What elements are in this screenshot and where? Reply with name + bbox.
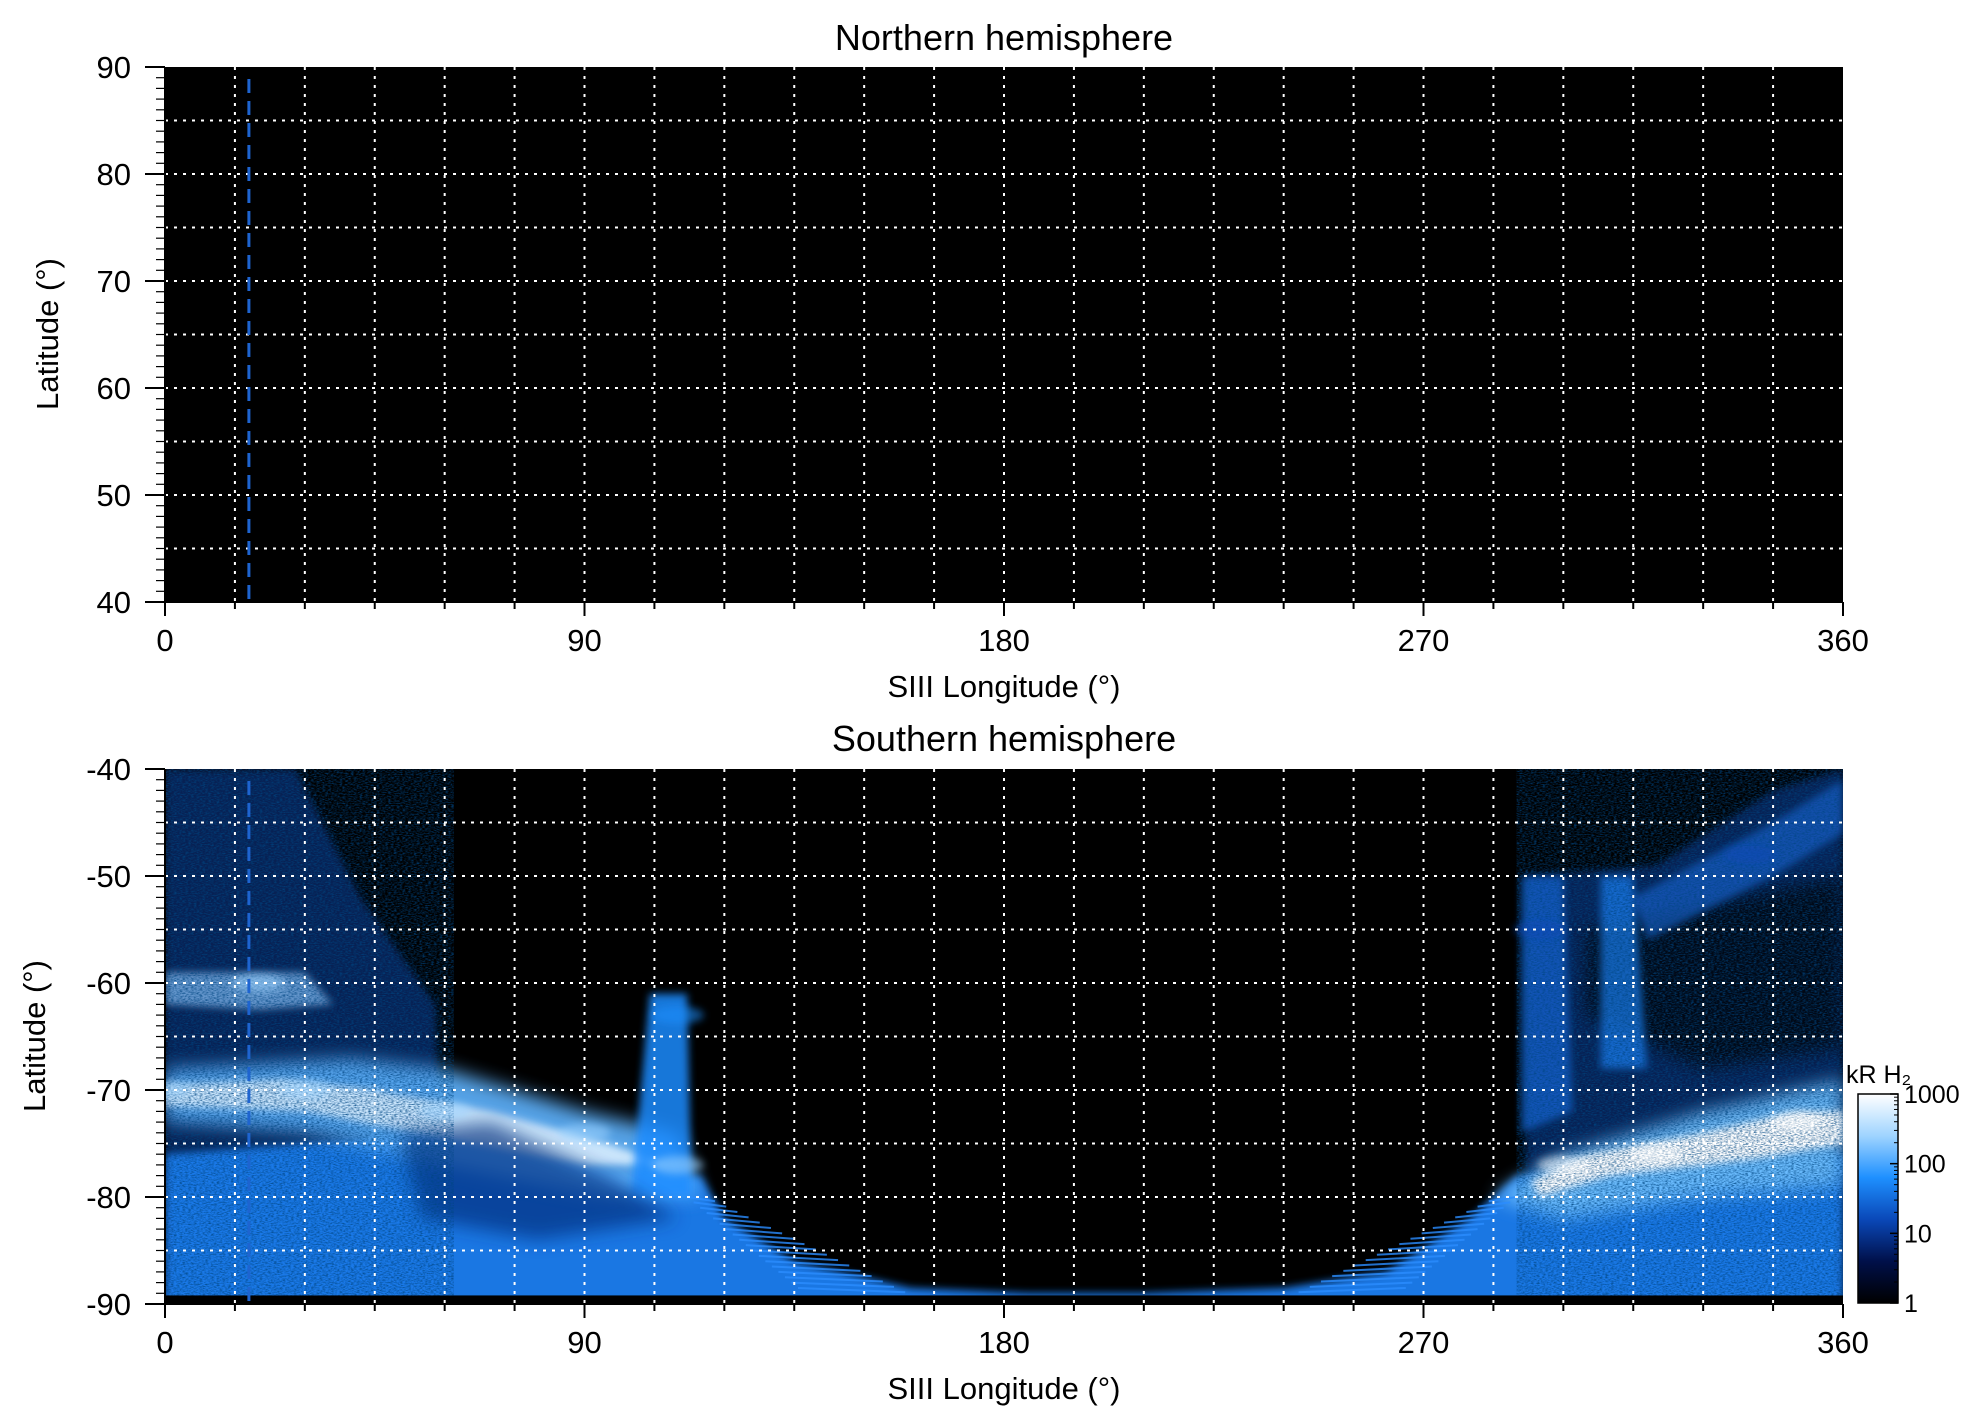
emission-streak: [699, 1206, 738, 1213]
y-tick-label: 60: [97, 371, 131, 406]
emission-streak: [758, 1254, 839, 1262]
colorbar-tick-label: 10: [1904, 1220, 1932, 1248]
polar-edge: [165, 1295, 1843, 1304]
emission-streak: [752, 1249, 827, 1256]
emission-streak: [1309, 1281, 1413, 1288]
x-tick-label: 180: [978, 623, 1030, 658]
emission-point: [278, 1081, 331, 1099]
colorbar-label: kR H₂: [1846, 1061, 1911, 1089]
colorbar-tick-label: 1: [1904, 1290, 1918, 1318]
emission-streak: [797, 1286, 906, 1294]
emission-region: [631, 993, 692, 1197]
grid: [165, 67, 1843, 602]
panel-title: Southern hemisphere: [832, 718, 1176, 759]
y-tick-label: -60: [86, 966, 131, 1001]
grid: [165, 769, 1843, 1304]
x-axis-label: SIII Longitude (°): [888, 669, 1121, 704]
y-tick-label: 40: [97, 585, 131, 620]
colorbar-tick-label: 1000: [1904, 1081, 1960, 1109]
emission-streak: [1455, 1212, 1498, 1219]
emission-streak: [791, 1281, 895, 1288]
emission-streak: [771, 1265, 861, 1272]
x-tick-label: 180: [978, 1325, 1030, 1360]
colorbar-ramp: [1857, 1093, 1899, 1304]
emission-streak: [765, 1260, 850, 1267]
y-tick-label: 50: [97, 478, 131, 513]
axes: 0 90 180 270 360 90 80 70 60 50 40: [97, 50, 1869, 658]
y-tick-label: -80: [86, 1180, 131, 1215]
x-tick-label: 270: [1398, 1325, 1450, 1360]
panel-title: Northern hemisphere: [835, 17, 1173, 58]
emission-streak: [784, 1276, 883, 1283]
x-tick-label: 360: [1817, 623, 1869, 658]
emission-streak: [1432, 1222, 1485, 1230]
emission-streak: [719, 1222, 772, 1230]
emission-streak: [739, 1238, 805, 1246]
emission-streak: [1332, 1270, 1426, 1278]
x-tick-label: 0: [156, 1325, 173, 1360]
emission-region: [398, 1122, 678, 1240]
emission-point: [1514, 920, 1567, 939]
y-tick-label: 70: [97, 264, 131, 299]
emission-streak: [726, 1228, 783, 1235]
emission-point: [1537, 1155, 1590, 1174]
y-tick-label: 80: [97, 157, 131, 192]
emission-point: [1723, 845, 1776, 864]
emission-streak: [1298, 1286, 1406, 1294]
emission-streak: [1443, 1217, 1491, 1224]
colorbar-tick-label: 100: [1904, 1151, 1946, 1179]
y-tick-label: -40: [86, 752, 131, 787]
emission-streak: [1365, 1254, 1445, 1262]
x-tick-label: 270: [1398, 623, 1450, 658]
emission-streak: [1354, 1260, 1439, 1267]
emission-streak: [1320, 1276, 1419, 1283]
emission-streak: [745, 1244, 816, 1251]
emission-streak: [1376, 1249, 1452, 1256]
emission-point: [165, 1081, 191, 1099]
y-tick-label: 90: [97, 50, 131, 85]
panel-northern: Northern hemisphere 0 90 180 270 360 90 80 70 60…: [30, 17, 1869, 704]
x-tick-label: 90: [567, 1325, 601, 1360]
x-tick-label: 0: [156, 623, 173, 658]
emission-streak: [1477, 1201, 1511, 1208]
x-axis-label: SIII Longitude (°): [888, 1371, 1121, 1406]
y-tick-label: -50: [86, 859, 131, 894]
emission-streak: [713, 1217, 760, 1224]
emission-map: [165, 769, 1843, 1304]
emission-streak: [706, 1212, 749, 1219]
emission-point: [1770, 1113, 1823, 1132]
x-tick-label: 90: [567, 623, 601, 658]
axes: 0 90 180 270 360 -40 -50 -60 -70 -80 -90: [86, 752, 1869, 1360]
y-tick-label: -70: [86, 1073, 131, 1108]
y-axis-label: Latitude (°): [30, 258, 65, 410]
emission-streak: [1343, 1265, 1432, 1272]
panel-southern: Southern hemisphere 0 90 180 270 360 -40 -50 -6…: [17, 718, 1869, 1406]
x-tick-label: 360: [1817, 1325, 1869, 1360]
emission-point: [651, 1155, 704, 1174]
emission-streak: [693, 1201, 727, 1208]
y-tick-label: -90: [86, 1287, 131, 1322]
emission-streak: [1466, 1206, 1504, 1213]
emission-streak: [686, 1196, 716, 1203]
emission-point: [1630, 1145, 1683, 1164]
emission-streak: [1488, 1196, 1517, 1203]
emission-streak: [1410, 1233, 1472, 1240]
y-axis-label: Latitude (°): [17, 960, 52, 1112]
emission-streak: [778, 1270, 872, 1278]
emission-point: [232, 974, 285, 992]
emission-point: [558, 1123, 611, 1142]
colorbar-ticks: 1000 100 10 1: [1890, 1081, 1960, 1318]
emission-streak: [1421, 1228, 1478, 1235]
emission-streak: [1399, 1238, 1465, 1246]
emission-streak: [732, 1233, 794, 1240]
colorbar: kR H₂ 1000 100 10 1: [1846, 1061, 1960, 1318]
emission-point: [651, 1006, 704, 1025]
